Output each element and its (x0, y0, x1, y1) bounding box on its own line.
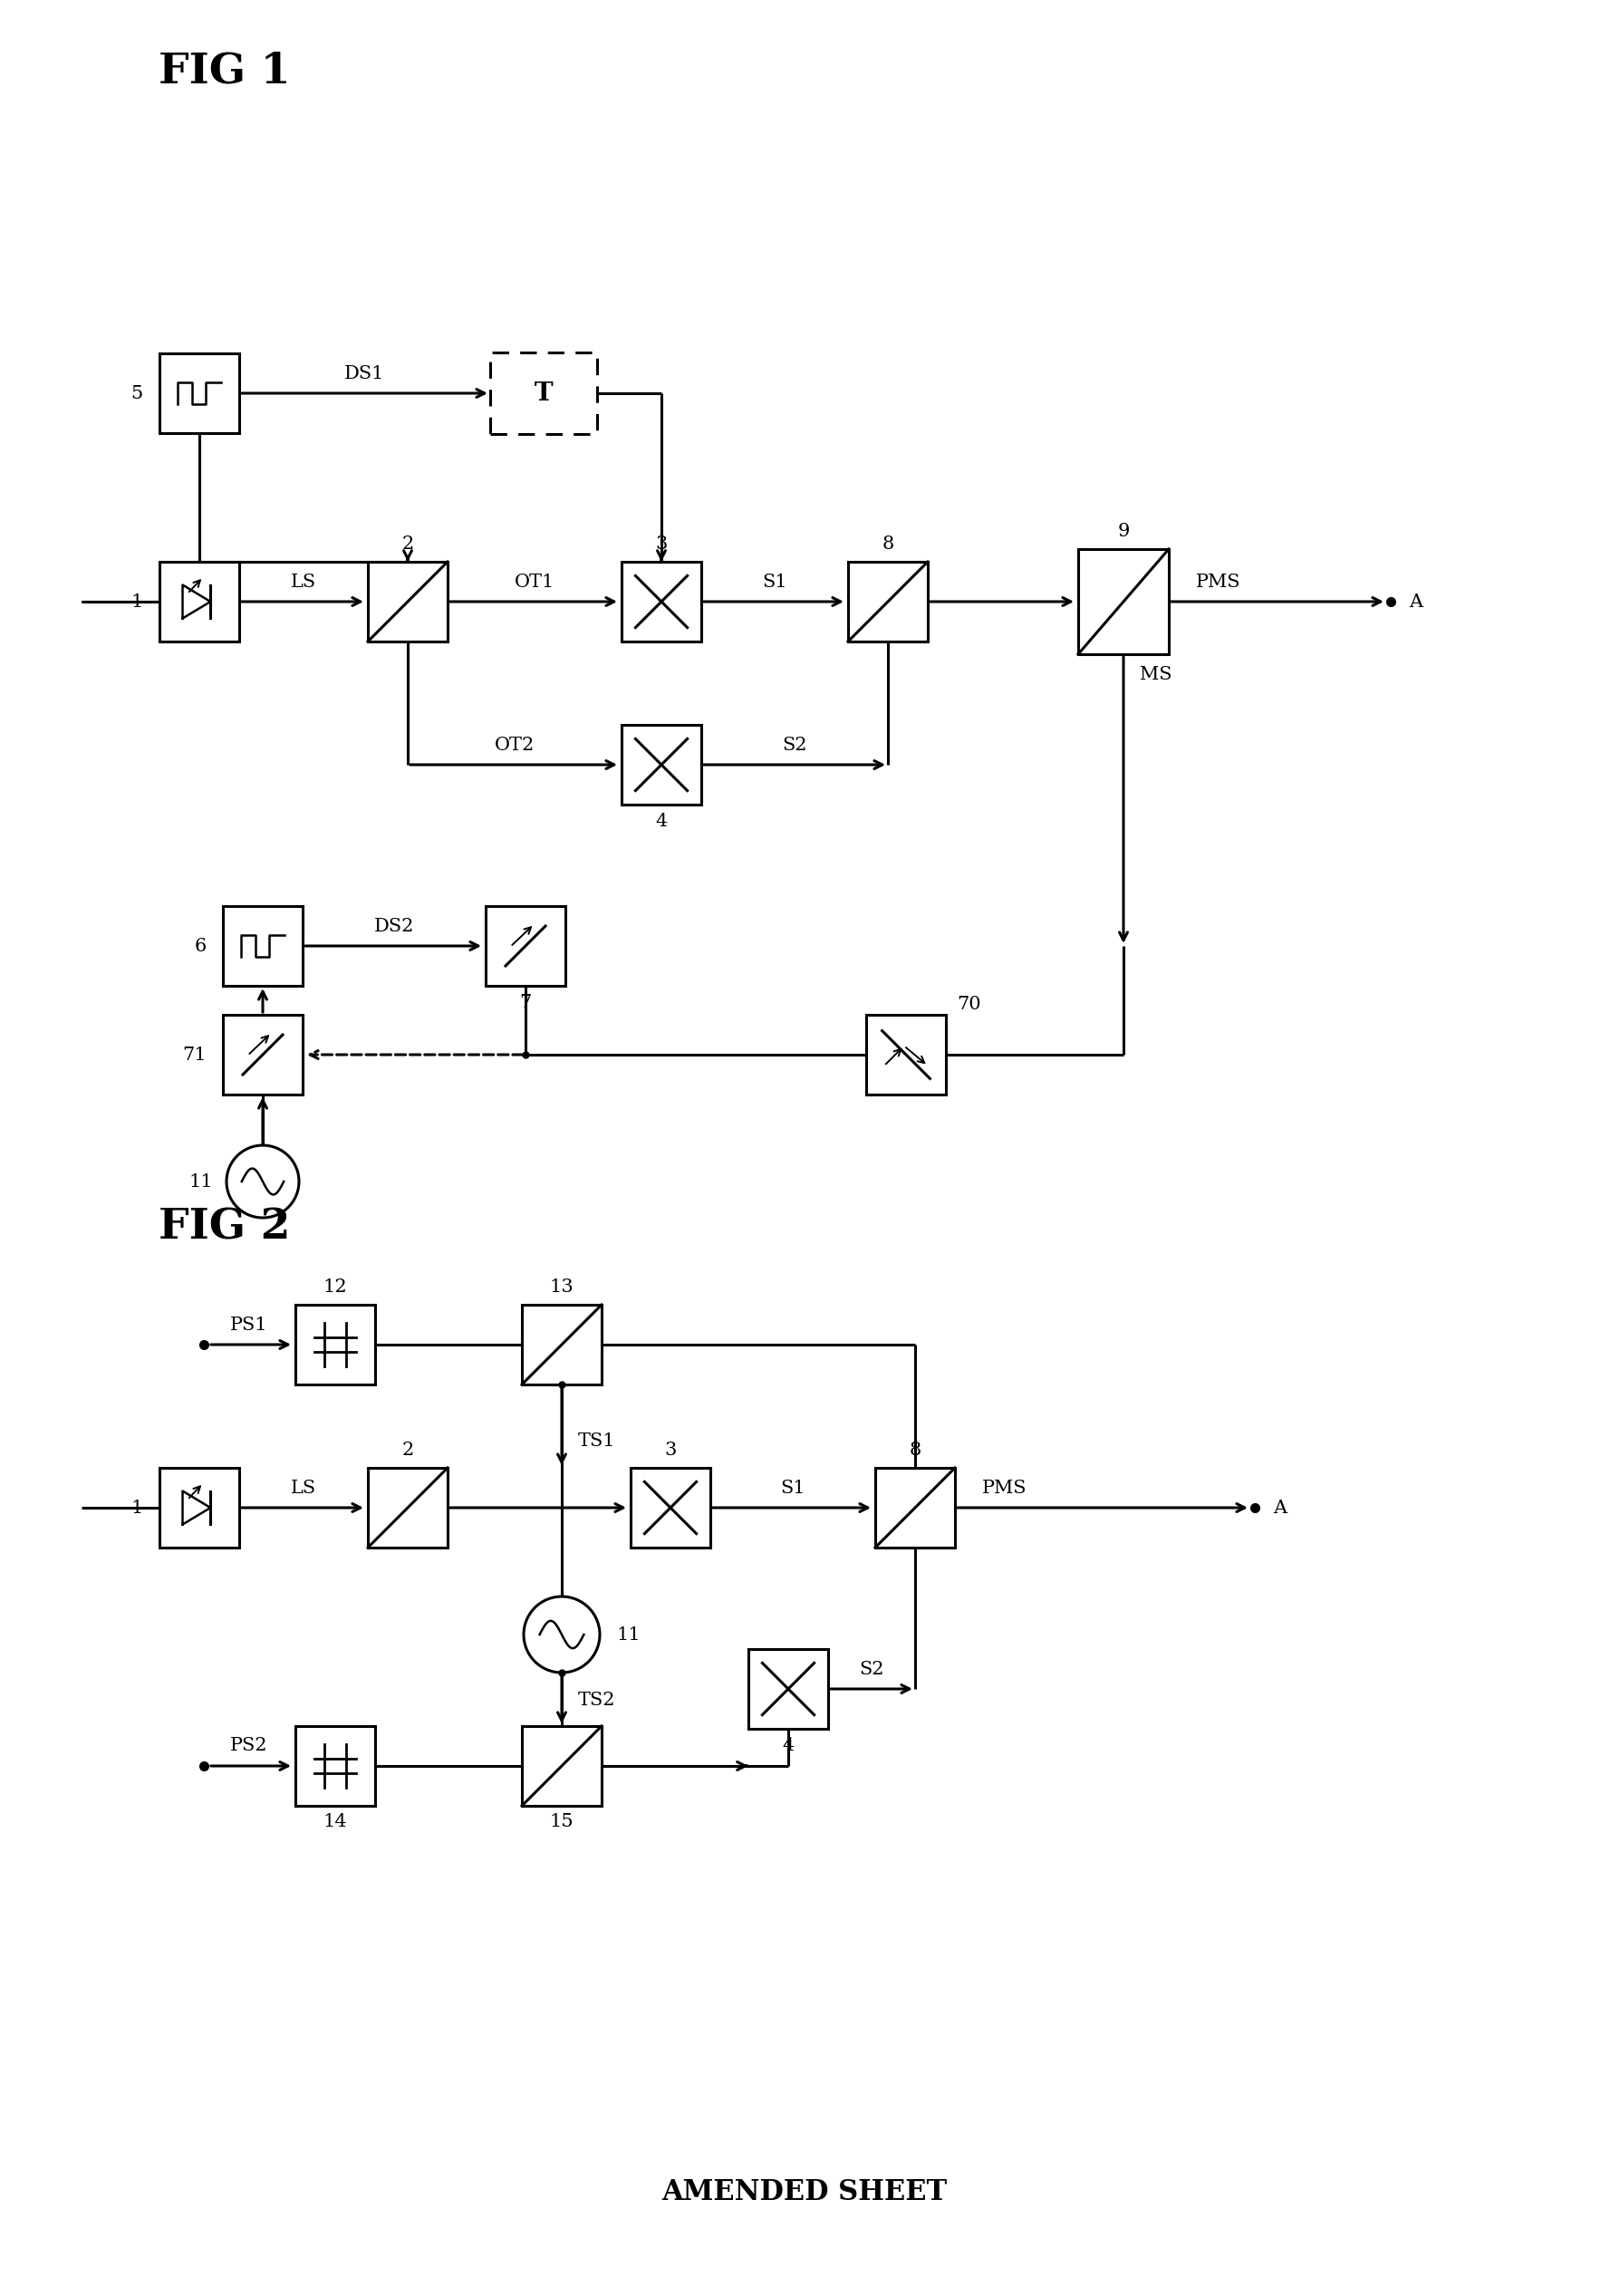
Text: A: A (1409, 592, 1423, 611)
Text: 3: 3 (665, 1442, 676, 1458)
Text: 4: 4 (782, 1736, 794, 1754)
Text: 14: 14 (324, 1814, 348, 1830)
Bar (486, 907, 565, 985)
Text: PS1: PS1 (230, 1316, 267, 1334)
Text: 71: 71 (182, 1047, 206, 1063)
Text: LS: LS (291, 1479, 316, 1497)
Bar (159, 1467, 240, 1548)
Text: MS: MS (1140, 666, 1172, 682)
Text: 2: 2 (402, 535, 414, 553)
Text: 7: 7 (520, 994, 531, 1010)
Text: 11: 11 (617, 1626, 641, 1644)
Text: T: T (535, 381, 552, 406)
Text: 5: 5 (130, 386, 143, 402)
Text: 4: 4 (655, 813, 668, 829)
Text: FIG 2: FIG 2 (158, 1205, 290, 1247)
Bar (367, 1467, 448, 1548)
Text: PMS: PMS (1196, 574, 1241, 590)
Bar (159, 563, 240, 641)
Text: OT2: OT2 (494, 737, 535, 753)
Text: 11: 11 (188, 1173, 213, 1189)
Bar (876, 1467, 955, 1548)
Text: 8: 8 (882, 535, 894, 553)
Text: S1: S1 (781, 1479, 805, 1497)
Text: PS2: PS2 (230, 1738, 267, 1754)
Text: 8: 8 (910, 1442, 921, 1458)
Bar (848, 563, 927, 641)
Text: 13: 13 (549, 1279, 573, 1295)
Text: LS: LS (291, 574, 316, 590)
Text: 1: 1 (130, 1499, 143, 1515)
Text: AMENDED SHEET: AMENDED SHEET (662, 2179, 947, 2206)
Text: A: A (1274, 1499, 1286, 1515)
Text: DS2: DS2 (374, 918, 414, 934)
Bar (489, 354, 597, 434)
Bar (522, 1727, 602, 1807)
Text: FIG 1: FIG 1 (158, 51, 290, 92)
Text: TS1: TS1 (578, 1433, 615, 1449)
Text: S1: S1 (762, 574, 787, 590)
Bar (295, 1304, 375, 1384)
Text: TS2: TS2 (578, 1692, 615, 1708)
Bar (631, 1467, 710, 1548)
Text: S2: S2 (860, 1660, 884, 1678)
Bar (621, 563, 702, 641)
Text: 15: 15 (549, 1814, 573, 1830)
Text: 12: 12 (324, 1279, 348, 1295)
Bar (222, 1015, 303, 1095)
Text: 70: 70 (956, 996, 980, 1013)
Bar (522, 1304, 602, 1384)
Text: 2: 2 (402, 1442, 414, 1458)
Bar (295, 1727, 375, 1807)
Text: 1: 1 (130, 592, 143, 611)
Bar (159, 354, 240, 434)
Bar (1079, 549, 1169, 654)
Text: DS1: DS1 (345, 365, 385, 381)
Text: PMS: PMS (982, 1479, 1027, 1497)
Text: 9: 9 (1117, 523, 1130, 540)
Text: S2: S2 (782, 737, 807, 753)
Text: 3: 3 (655, 535, 668, 553)
Bar (367, 563, 448, 641)
Bar (222, 907, 303, 985)
Text: 6: 6 (195, 937, 206, 955)
Text: OT1: OT1 (515, 574, 555, 590)
Bar (621, 726, 702, 804)
Bar (749, 1649, 828, 1729)
Bar (866, 1015, 947, 1095)
